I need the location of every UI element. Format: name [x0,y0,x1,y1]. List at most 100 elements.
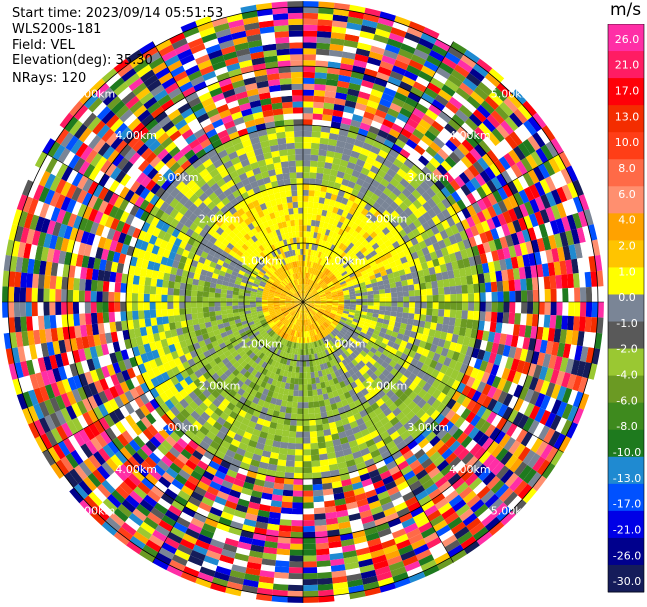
velocity-gate [401,279,408,287]
velocity-gate [166,258,174,267]
velocity-gate [190,410,201,421]
velocity-gate [95,247,104,260]
velocity-gate [454,343,463,353]
velocity-gate [523,374,534,389]
velocity-gate [283,326,289,333]
velocity-gate [303,42,317,49]
velocity-gate [250,296,257,300]
velocity-gate [344,239,352,247]
velocity-gate [479,420,491,434]
velocity-gate [258,461,269,470]
velocity-gate [365,343,373,351]
velocity-gate [329,324,336,330]
velocity-gate [285,313,291,319]
velocity-gate [282,424,290,432]
velocity-gate [555,170,568,187]
velocity-gate [312,308,318,313]
velocity-gate [193,512,207,523]
velocity-gate [312,107,324,115]
velocity-gate [269,452,279,460]
velocity-gate [351,426,361,435]
velocity-gate [204,321,212,328]
velocity-gate [347,269,355,276]
velocity-gate [323,168,332,175]
velocity-gate [317,326,323,333]
velocity-gate [303,101,314,108]
velocity-gate [431,378,441,389]
velocity-gate [340,538,355,547]
velocity-gate [285,299,292,301]
velocity-gate [38,401,50,418]
velocity-gate [368,357,377,366]
velocity-gate [303,142,312,149]
velocity-gate [271,315,278,320]
velocity-gate [269,506,282,514]
velocity-gate [106,228,116,240]
velocity-gate [320,302,327,305]
velocity-gate [331,252,338,259]
velocity-gate [308,298,315,301]
velocity-gate [456,293,463,302]
velocity-gate [500,510,516,526]
velocity-gate [92,393,104,407]
velocity-gate [403,197,413,208]
velocity-gate [527,169,540,185]
velocity-gate [105,457,119,472]
velocity-gate [330,372,337,380]
velocity-gate [512,411,524,426]
velocity-gate [366,287,373,292]
velocity-gate [39,202,50,219]
velocity-gate [106,250,115,262]
velocity-gate [333,328,340,334]
velocity-gate [222,317,229,324]
velocity-gate [307,293,312,299]
velocity-gate [273,373,280,381]
velocity-gate [495,270,503,282]
velocity-gate [228,389,238,398]
velocity-gate [241,456,252,465]
velocity-gate [78,302,85,314]
velocity-gate [376,169,387,179]
velocity-gate [255,593,273,602]
velocity-gate [362,452,373,462]
velocity-gate [337,461,348,470]
velocity-gate [322,203,329,211]
velocity-gate [298,337,302,344]
velocity-gate [392,271,400,278]
velocity-gate [221,398,231,407]
velocity-gate [426,537,442,550]
velocity-gate [269,338,276,345]
velocity-gate [202,291,210,298]
velocity-gate [509,112,524,128]
velocity-gate [274,571,289,579]
velocity-gate [396,286,403,293]
velocity-gate [254,423,263,432]
velocity-gate [441,534,458,548]
velocity-gate [526,302,534,314]
velocity-gate [313,365,318,372]
velocity-gate [156,417,168,429]
velocity-gate [243,450,254,460]
velocity-gate [338,128,349,137]
velocity-gate [402,307,410,314]
velocity-gate [155,294,162,302]
velocity-gate [125,494,140,509]
velocity-gate [351,113,364,123]
velocity-gate [409,331,417,339]
velocity-gate [341,285,348,290]
velocity-gate [62,326,70,340]
velocity-gate [71,417,84,432]
velocity-gate [181,464,194,476]
velocity-gate [185,366,195,376]
velocity-gate [344,371,352,379]
velocity-gate [301,325,303,332]
velocity-gate [543,427,556,444]
velocity-gate [548,430,561,447]
velocity-gate [298,378,303,385]
velocity-gate [523,402,535,418]
velocity-gate [418,155,430,167]
velocity-gate [290,377,295,385]
velocity-gate [412,464,425,476]
velocity-gate [307,305,313,310]
velocity-gate [468,256,477,267]
